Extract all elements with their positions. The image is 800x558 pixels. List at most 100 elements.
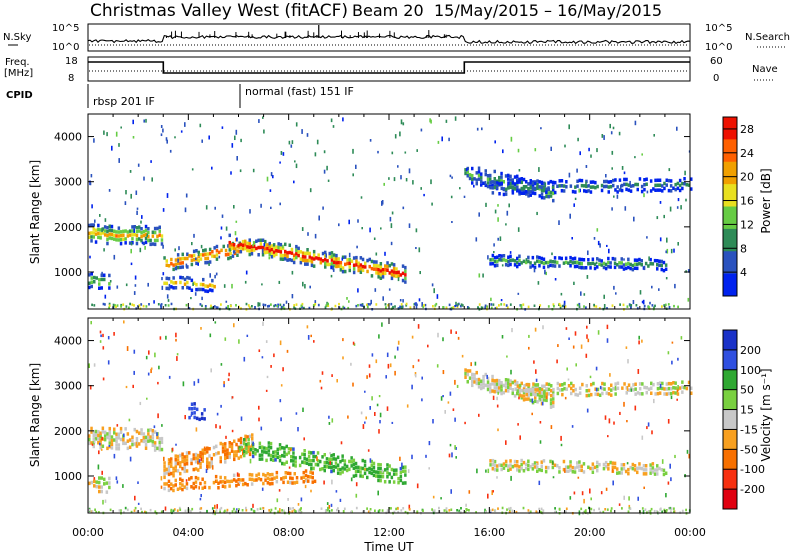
noise-cell xyxy=(285,300,288,304)
data-cell xyxy=(306,248,309,252)
data-cell xyxy=(252,241,256,245)
data-cell xyxy=(511,191,515,195)
noise-cell xyxy=(377,150,379,154)
colorbar-segment xyxy=(723,489,737,510)
data-cell xyxy=(279,250,283,254)
data-cell xyxy=(578,468,581,472)
data-cell xyxy=(495,378,499,383)
data-cell xyxy=(562,459,566,464)
data-cell xyxy=(636,391,640,395)
data-cell xyxy=(502,383,505,388)
data-cell xyxy=(264,478,267,482)
data-cell xyxy=(507,186,510,190)
data-cell xyxy=(603,382,606,386)
noise-cell xyxy=(195,427,198,432)
data-cell xyxy=(332,264,336,268)
noise-cell xyxy=(457,336,460,340)
data-cell xyxy=(188,477,191,481)
data-cell xyxy=(233,457,236,462)
data-cell xyxy=(536,388,540,392)
data-cell xyxy=(392,480,396,484)
data-cell xyxy=(172,263,175,267)
near-range-cell xyxy=(481,306,484,310)
data-cell xyxy=(256,449,259,453)
noise-cell xyxy=(249,458,252,464)
data-cell xyxy=(158,225,161,229)
nsky-panel: N.Sky 10^5 10^0 10^5 10^0 N.Search xyxy=(3,23,790,53)
data-cell xyxy=(672,381,675,385)
data-cell xyxy=(538,185,541,189)
near-range-cell xyxy=(540,507,543,511)
data-cell xyxy=(498,379,501,383)
data-cell xyxy=(493,255,497,260)
data-cell xyxy=(110,438,114,443)
near-range-cell xyxy=(392,305,394,309)
noise-cell xyxy=(260,426,263,431)
data-cell xyxy=(687,183,691,187)
near-range-cell xyxy=(160,303,163,306)
data-cell xyxy=(654,178,657,183)
data-cell xyxy=(683,182,686,186)
data-cell xyxy=(596,265,599,269)
near-range-cell xyxy=(509,506,512,510)
data-cell xyxy=(94,232,98,236)
near-range-cell xyxy=(542,509,545,512)
data-cell xyxy=(186,280,189,285)
data-cell xyxy=(156,226,159,231)
colorbar-segment xyxy=(723,369,737,391)
near-range-cell xyxy=(397,507,399,510)
noise-cell xyxy=(393,177,396,182)
data-cell xyxy=(591,261,595,265)
noise-cell xyxy=(511,328,513,333)
data-cell xyxy=(379,269,383,273)
data-cell xyxy=(233,439,236,443)
data-cell xyxy=(620,261,623,265)
near-range-cell xyxy=(248,306,251,309)
noise-cell xyxy=(100,448,103,451)
data-cell xyxy=(235,450,238,454)
data-cell xyxy=(542,257,546,261)
data-cell xyxy=(558,264,561,268)
y-tick-label: 1000 xyxy=(54,266,82,279)
time-axis-labels: 00:00 04:00 08:00 12:00 16:00 20:00 00:00 xyxy=(72,526,706,539)
noise-cell xyxy=(450,329,452,334)
data-cell xyxy=(156,435,159,440)
noise-cell xyxy=(270,206,272,210)
noise-cell xyxy=(642,510,645,515)
data-cell xyxy=(520,261,523,265)
near-range-cell xyxy=(362,510,364,513)
near-range-cell xyxy=(120,305,122,308)
data-cell xyxy=(304,251,307,256)
noise-cell xyxy=(262,321,264,326)
noise-cell xyxy=(476,127,479,131)
data-cell xyxy=(536,469,539,473)
data-cell xyxy=(562,467,566,472)
data-cell xyxy=(149,438,152,443)
noise-cell xyxy=(487,468,490,474)
noise-cell xyxy=(611,167,613,170)
data-cell xyxy=(97,223,100,228)
data-cell xyxy=(493,386,496,390)
data-cell xyxy=(493,389,496,394)
noise-cell xyxy=(454,305,456,308)
noise-cell xyxy=(129,456,132,462)
data-cell xyxy=(97,433,100,438)
data-cell xyxy=(122,233,125,237)
data-cell xyxy=(357,261,360,265)
data-cell xyxy=(585,189,588,194)
noise-cell xyxy=(661,459,664,464)
data-cell xyxy=(163,482,166,486)
data-cell xyxy=(310,263,314,268)
noise-cell xyxy=(280,384,283,387)
data-cell xyxy=(383,468,387,472)
data-cell xyxy=(126,230,130,234)
data-cell xyxy=(613,265,617,270)
data-cell xyxy=(614,382,617,386)
data-cell xyxy=(507,263,510,268)
data-cell xyxy=(500,463,503,468)
data-cell xyxy=(99,435,102,439)
data-cell xyxy=(190,461,193,466)
near-range-cell xyxy=(270,508,273,512)
data-cell xyxy=(475,178,478,182)
data-cell xyxy=(533,181,537,186)
